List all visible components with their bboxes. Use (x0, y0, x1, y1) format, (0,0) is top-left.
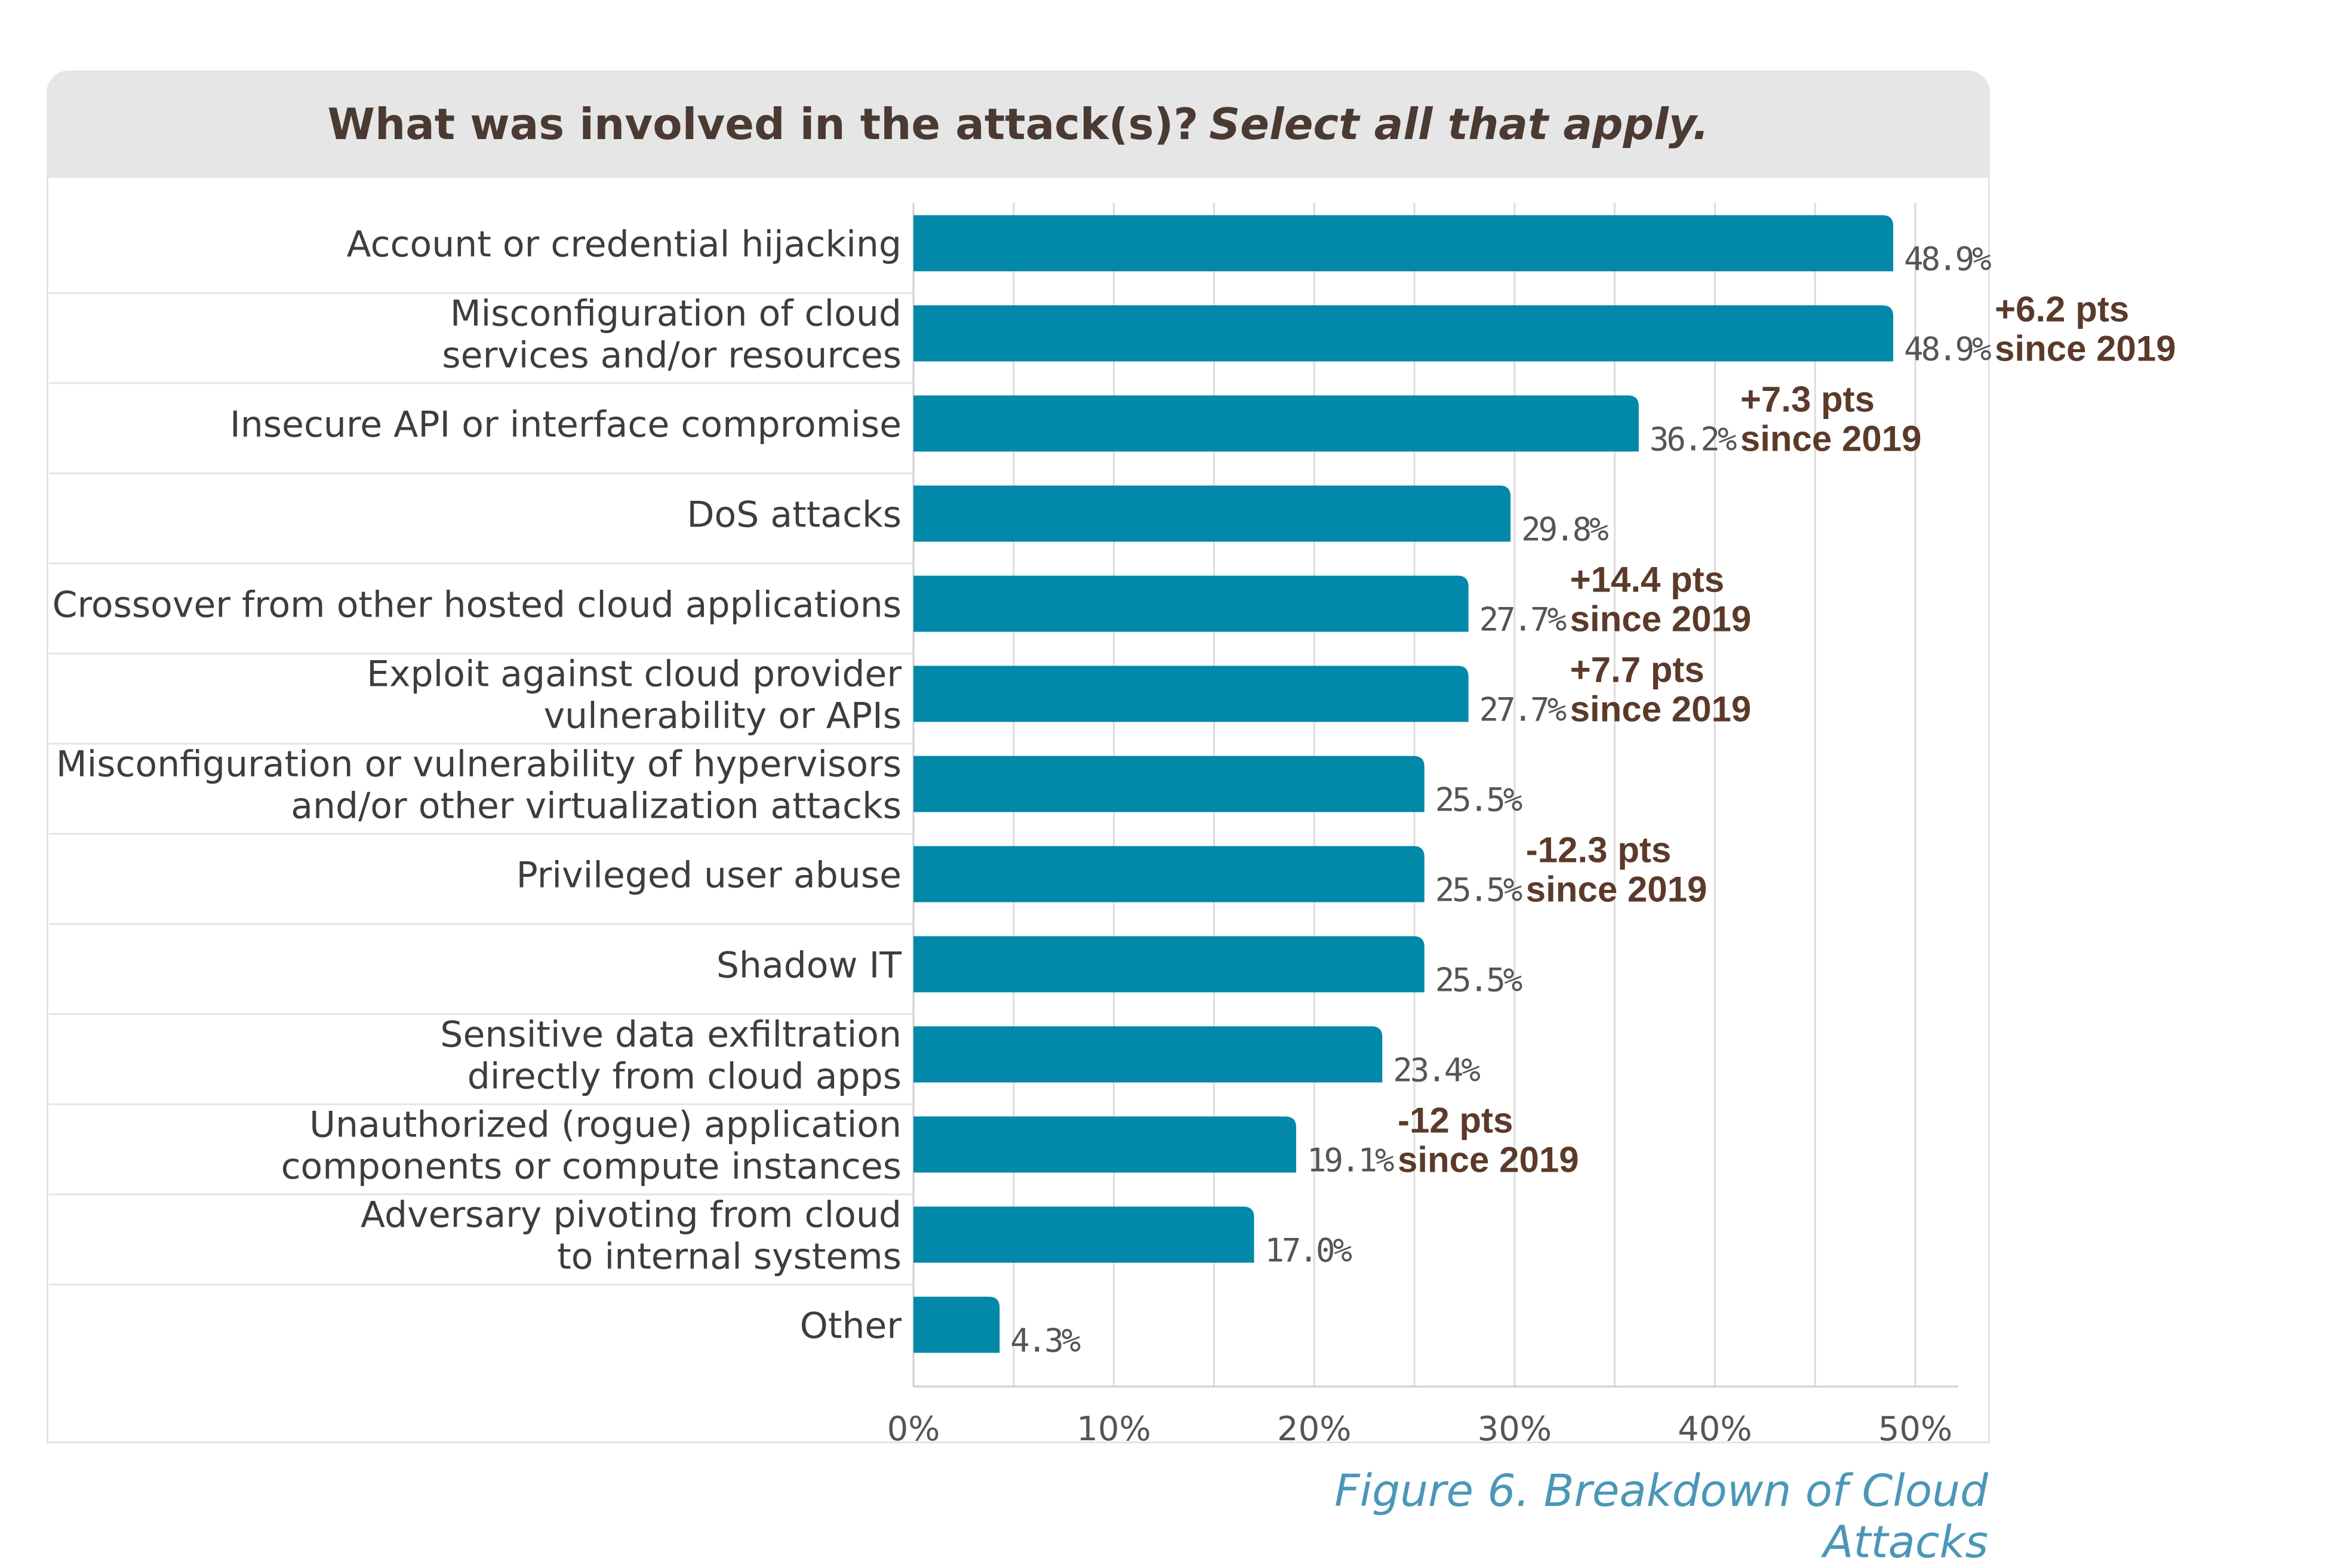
change-annotation: since 2019 (1995, 329, 2176, 369)
value-label: 36.2% (1650, 421, 1737, 458)
category-label: Insecure API or interface compromise (230, 404, 902, 446)
change-annotation: since 2019 (1526, 870, 1708, 910)
bar (913, 215, 1894, 272)
bar (913, 846, 1425, 902)
value-label: 27.7% (1479, 691, 1567, 729)
bar (913, 936, 1425, 993)
category-label: Exploit against cloud provider (367, 654, 902, 695)
category-label: DoS attacks (687, 494, 902, 536)
bar (913, 1296, 1000, 1353)
category-label: Privileged user abuse (516, 855, 902, 897)
category-label: to internal systems (557, 1236, 902, 1278)
category-label: Shadow IT (716, 945, 902, 987)
change-annotation: since 2019 (1570, 689, 1752, 729)
category-label: components or compute instances (281, 1146, 902, 1188)
bar (913, 575, 1469, 632)
category-label: services and/or resources (442, 335, 902, 377)
x-tick-label: 40% (1678, 1410, 1752, 1449)
figure-caption: Figure 6. Breakdown of Cloud Attacks (1334, 1465, 1988, 1568)
value-label: 25.5% (1435, 871, 1522, 909)
value-label: 23.4% (1393, 1052, 1480, 1089)
chart-question: What was involved in the attack(s)? (327, 99, 1199, 149)
value-label: 25.5% (1435, 962, 1522, 999)
value-label: 27.7% (1479, 601, 1567, 639)
change-annotation: since 2019 (1740, 419, 1922, 459)
x-tick-label: 50% (1878, 1410, 1952, 1449)
x-tick-label: 10% (1076, 1410, 1150, 1449)
change-annotation: since 2019 (1570, 599, 1752, 639)
bar (913, 756, 1425, 812)
category-label: Unauthorized (rogue) application (309, 1104, 902, 1146)
value-label: 17.0% (1265, 1232, 1352, 1270)
bar (913, 485, 1511, 542)
category-label: Sensitive data exfiltration (440, 1014, 902, 1056)
x-tick-label: 30% (1478, 1410, 1552, 1449)
value-label: 4.3% (1010, 1322, 1081, 1360)
chart-header: What was involved in the attack(s)? Sele… (47, 70, 1990, 178)
bar (913, 1206, 1254, 1263)
category-label: Crossover from other hosted cloud applic… (53, 584, 902, 626)
change-annotation: -12 pts (1398, 1101, 1513, 1141)
value-label: 19.1% (1307, 1142, 1394, 1179)
bar (913, 305, 1894, 362)
category-label: and/or other virtualization attacks (291, 785, 902, 827)
category-label: Misconfiguration of cloud (450, 293, 902, 335)
bar (913, 1116, 1296, 1173)
change-annotation: -12.3 pts (1526, 830, 1671, 870)
value-label: 25.5% (1435, 781, 1522, 819)
category-label: Account or credential hijacking (347, 224, 902, 266)
bar (913, 1026, 1383, 1083)
change-annotation: since 2019 (1398, 1140, 1579, 1180)
category-label: Misconfiguration or vulnerability of hyp… (56, 744, 902, 785)
bar (913, 666, 1469, 722)
value-label: 29.8% (1521, 511, 1608, 549)
value-label: 48.9% (1904, 331, 1991, 368)
change-annotation: +6.2 pts (1995, 289, 2129, 329)
x-tick-label: 0% (887, 1410, 940, 1449)
change-annotation: +14.4 pts (1570, 560, 1725, 600)
category-label: Adversary pivoting from cloud (361, 1194, 902, 1236)
change-annotation: +7.7 pts (1570, 650, 1705, 690)
value-label: 48.9% (1904, 241, 1991, 278)
category-label: Other (800, 1305, 902, 1347)
chart-instruction: Select all that apply. (1209, 99, 1709, 149)
bar (913, 395, 1639, 452)
x-tick-label: 20% (1277, 1410, 1351, 1449)
category-label: vulnerability or APIs (544, 695, 902, 737)
change-annotation: +7.3 pts (1740, 380, 1875, 420)
category-label: directly from cloud apps (467, 1056, 902, 1098)
